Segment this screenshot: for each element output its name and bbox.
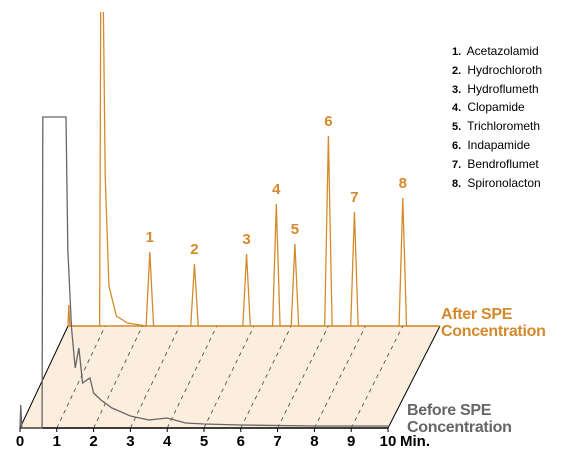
grid-line — [130, 325, 180, 429]
legend-item: 3. Hydroflumeth — [452, 82, 561, 101]
peak-label: 7 — [350, 189, 358, 206]
legend-number: 8. — [452, 177, 462, 190]
grid-line — [203, 325, 255, 429]
x-tick-label: 6 — [237, 433, 245, 450]
x-tick-label: 7 — [273, 433, 281, 450]
legend-text: Bendroflumet — [467, 156, 539, 171]
x-tick-label: 10 — [380, 433, 397, 450]
grid-line — [277, 325, 329, 429]
legend-text: Indapamide — [467, 137, 531, 152]
peak-label: 6 — [324, 113, 332, 130]
legend-text: Clopamide — [467, 100, 525, 115]
legend-item: 6. Indapamide — [452, 138, 561, 157]
grid-line — [314, 325, 366, 429]
trace — [19, 116, 388, 429]
peak-label: 2 — [190, 241, 198, 258]
grid-line — [166, 325, 218, 429]
peak-label: 8 — [399, 175, 407, 192]
legend-number: 4. — [452, 102, 462, 115]
x-tick-label: 8 — [310, 433, 318, 450]
x-tick-label: 2 — [89, 433, 97, 450]
peak-label: 3 — [242, 231, 250, 248]
grid-line — [240, 325, 292, 429]
legend-item: 1. Acetazolamid — [452, 44, 561, 63]
legend-number: 3. — [452, 83, 462, 96]
legend-number: 2. — [452, 64, 462, 77]
legend-item: 2. Hydrochloroth — [452, 63, 561, 82]
x-tick-label: 5 — [200, 433, 208, 450]
x-tick-label: 0 — [16, 433, 24, 450]
peak-label: 1 — [146, 229, 154, 246]
legend-item: 5. Trichlorometh — [452, 119, 561, 138]
legend-number: 1. — [452, 46, 462, 58]
plane-edge — [19, 325, 69, 429]
grid-line — [93, 325, 143, 429]
x-axis-label: Min. — [400, 433, 430, 450]
legend-number: 7. — [452, 158, 462, 171]
plane — [20, 326, 440, 428]
x-tick-label: 4 — [163, 433, 172, 450]
series-label: After SPE Concentration — [441, 306, 546, 340]
legend-text: Trichlorometh — [467, 119, 541, 134]
legend: 1. Acetazolamid 2. Hydrochloroth 3. Hydrof… — [452, 44, 561, 194]
legend-number: 6. — [452, 139, 462, 152]
legend-text: Hydrochloroth — [467, 62, 543, 77]
x-tick-label: 1 — [53, 433, 61, 450]
series-label: Before SPE Concentration — [407, 402, 512, 436]
peak-label: 4 — [272, 181, 281, 198]
legend-item: 8. Spironolacton — [452, 176, 561, 195]
plane-edge — [387, 325, 441, 429]
legend-text: Spironolacton — [467, 175, 541, 190]
grid-line — [56, 325, 106, 429]
peak-label: 5 — [291, 221, 299, 238]
legend-number: 5. — [452, 121, 462, 134]
legend-item: 4. Clopamide — [452, 100, 561, 119]
legend-text: Acetazolamid — [466, 44, 539, 58]
grid-line — [350, 325, 404, 429]
x-tick-label: 9 — [347, 433, 355, 450]
trace — [67, 12, 440, 327]
legend-text: Hydroflumeth — [467, 81, 539, 96]
x-tick-label: 3 — [126, 433, 134, 450]
legend-item: 7. Bendroflumet — [452, 157, 561, 176]
